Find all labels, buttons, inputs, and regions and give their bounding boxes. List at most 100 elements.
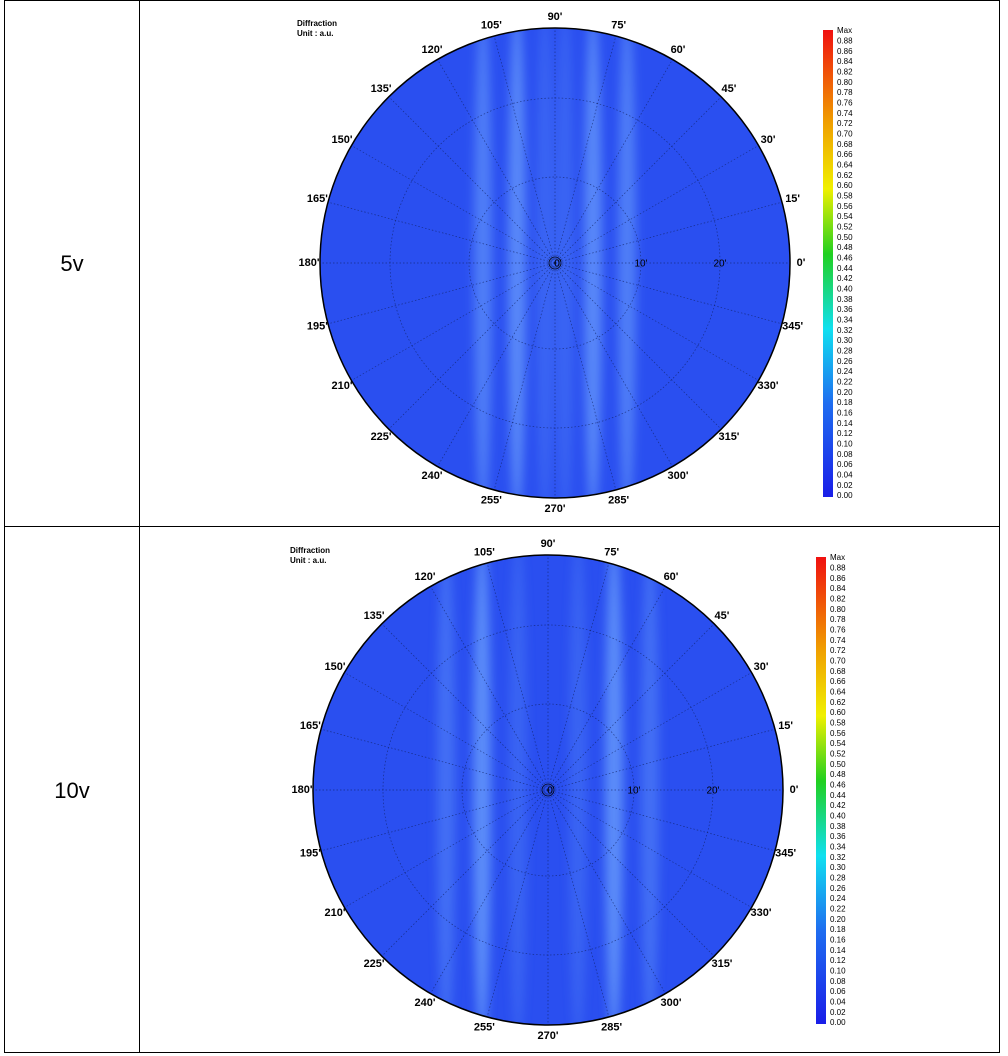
colorbar-label: 0.14 <box>837 419 853 428</box>
angle-label: 75' <box>604 546 619 558</box>
spoke <box>554 96 722 264</box>
colorbar-label: 0.00 <box>837 491 853 500</box>
colorbar-label: 0.02 <box>830 1008 846 1017</box>
spoke <box>320 728 549 791</box>
colorbar-label: 0.78 <box>830 615 846 624</box>
angle-label: 135' <box>364 610 385 622</box>
spoke <box>547 789 715 957</box>
colorbar-label: 0.30 <box>837 336 853 345</box>
colorbar-label: 0.46 <box>830 780 846 789</box>
colorbar-label: 0.74 <box>830 636 846 645</box>
colorbar-label: 0.44 <box>830 791 846 800</box>
angle-label: 180' <box>292 784 313 796</box>
colorbar-label: 0.08 <box>830 977 846 986</box>
colorbar-label: 0.04 <box>830 997 846 1006</box>
colorbar-label: 0.06 <box>837 460 853 469</box>
intensity-band <box>584 28 602 498</box>
colorbar-label: 0.36 <box>837 305 853 314</box>
angle-label: 75' <box>611 19 626 31</box>
intensity-band <box>509 555 527 1025</box>
angle-label: 225' <box>364 958 385 970</box>
colorbar-label: 0.64 <box>837 160 853 169</box>
colorbar-label: 0.86 <box>830 574 846 583</box>
row-label: 5v <box>60 251 83 276</box>
colorbar-label: 0.44 <box>837 264 853 273</box>
colorbar-label: 0.62 <box>837 171 853 180</box>
row-label: 10v <box>54 778 89 803</box>
colorbar-label: 0.70 <box>830 656 846 665</box>
intensity-band <box>569 555 587 1025</box>
center-ring <box>548 256 562 270</box>
colorbar-label: 0.86 <box>837 47 853 56</box>
polar-plot: 0' 15' 30' 45' 60' 75' 90' 105' 120' 135' 150' 165'… <box>297 11 853 515</box>
colorbar-label: 0.34 <box>830 842 846 851</box>
colorbar-label: 0.56 <box>837 202 853 211</box>
colorbar-label: 0.14 <box>830 946 846 955</box>
colorbar-label: 0.42 <box>837 274 853 283</box>
colorbar-label: 0.18 <box>837 398 853 407</box>
spoke <box>547 623 715 791</box>
colorbar-label: 0.40 <box>830 811 846 820</box>
spoke <box>344 672 549 791</box>
intensity-band <box>473 555 491 1025</box>
colorbar-label: 0.36 <box>830 832 846 841</box>
angle-label: 300' <box>661 997 682 1009</box>
angle-label: 285' <box>608 495 629 507</box>
spoke <box>547 789 776 852</box>
ring <box>389 97 721 429</box>
angle-label: 45' <box>722 83 737 95</box>
colorbar-label: 0.16 <box>830 935 846 944</box>
colorbar-label: 0.62 <box>830 698 846 707</box>
radial-label: 10' <box>627 786 640 797</box>
colorbar-label: 0.50 <box>837 233 853 242</box>
colorbar-label: 0.00 <box>830 1018 846 1027</box>
colorbar-label: 0.60 <box>837 181 853 190</box>
spoke <box>547 789 666 994</box>
intensity-band <box>605 555 623 1025</box>
ring <box>468 176 642 350</box>
colorbar-label: 0.04 <box>837 470 853 479</box>
colorbar-label: 0.80 <box>830 605 846 614</box>
angle-label: 300' <box>668 470 689 482</box>
table-grid <box>4 0 1000 1053</box>
angle-label: 60' <box>671 44 686 56</box>
colorbar-label: 0.74 <box>837 109 853 118</box>
intensity-band <box>474 28 492 498</box>
spoke <box>554 35 617 264</box>
spoke <box>381 623 549 791</box>
colorbar-label: 0.26 <box>837 357 853 366</box>
polar-plot: 0' 15' 30' 45' 60' 75' 90' 105' 120' 135' 150' 165'… <box>290 538 846 1042</box>
colorbar-label: 0.40 <box>837 284 853 293</box>
colorbar-label: 0.32 <box>830 853 846 862</box>
ring <box>461 703 635 877</box>
spoke <box>486 789 549 1018</box>
colorbar-label: 0.18 <box>830 925 846 934</box>
colorbar-label: 0.70 <box>837 129 853 138</box>
colorbar-label: 0.60 <box>830 708 846 717</box>
colorbar-label: 0.68 <box>830 667 846 676</box>
angle-label: 315' <box>718 431 739 443</box>
radial-label: 20' <box>706 786 719 797</box>
colorbar-label: 0.28 <box>830 873 846 882</box>
angle-label: 90' <box>541 538 556 550</box>
intensity-band <box>556 28 574 498</box>
spoke <box>547 789 752 908</box>
colorbar-label: 0.88 <box>837 36 853 45</box>
spoke <box>547 672 752 791</box>
angle-label: 270' <box>545 503 566 515</box>
angle-label: 285' <box>601 1022 622 1034</box>
angle-label: 15' <box>785 193 800 205</box>
colorbar-label: 0.82 <box>837 67 853 76</box>
colorbar-label: 0.88 <box>830 563 846 572</box>
spoke <box>493 262 556 491</box>
colorbar-label: 0.30 <box>830 863 846 872</box>
colorbar-label: 0.66 <box>837 150 853 159</box>
plot-border <box>319 27 791 499</box>
angle-label: 45' <box>715 610 730 622</box>
radial-label: 0' <box>547 786 555 797</box>
colorbar-label: 0.54 <box>830 739 846 748</box>
spoke <box>554 262 722 430</box>
angle-label: 195' <box>307 321 328 333</box>
spoke <box>388 96 556 264</box>
colorbar-label: 0.58 <box>830 718 846 727</box>
